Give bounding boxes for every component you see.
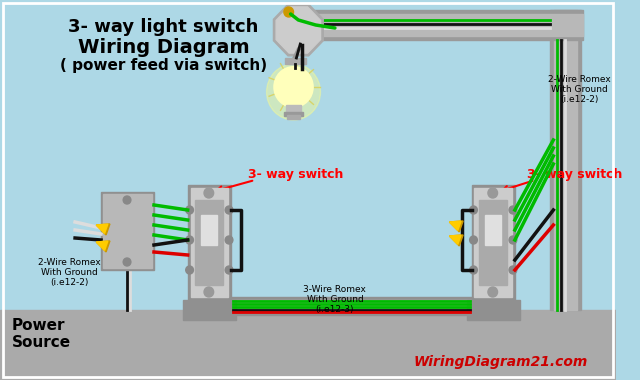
Bar: [0, 310, 616, 380]
Text: ( power feed via switch): ( power feed via switch): [60, 58, 267, 73]
Text: 2-Wire Romex: 2-Wire Romex: [548, 75, 611, 84]
Bar: [304, 10, 583, 40]
Circle shape: [470, 206, 477, 214]
Circle shape: [204, 188, 214, 198]
Circle shape: [488, 188, 497, 198]
Circle shape: [186, 206, 193, 214]
Circle shape: [509, 266, 516, 274]
Circle shape: [186, 236, 193, 244]
Bar: [101, 192, 154, 270]
Polygon shape: [449, 221, 463, 232]
Bar: [201, 215, 218, 245]
Bar: [195, 200, 223, 285]
Text: Power
Source: Power Source: [12, 318, 70, 350]
Text: WiringDiagram21.com: WiringDiagram21.com: [414, 355, 588, 369]
Bar: [304, 14, 583, 36]
Bar: [286, 105, 301, 113]
Circle shape: [225, 236, 233, 244]
Circle shape: [509, 206, 516, 214]
Bar: [550, 10, 581, 310]
Bar: [474, 188, 512, 297]
Bar: [467, 300, 520, 320]
Text: 3- way switch: 3- way switch: [527, 168, 623, 181]
Polygon shape: [96, 241, 108, 250]
Polygon shape: [449, 235, 461, 244]
Circle shape: [284, 7, 294, 17]
Bar: [479, 200, 507, 285]
Circle shape: [470, 266, 477, 274]
Text: With Ground: With Ground: [41, 268, 98, 277]
Text: 3- way switch: 3- way switch: [248, 168, 344, 181]
Text: With Ground: With Ground: [307, 295, 364, 304]
Bar: [472, 185, 515, 300]
Bar: [284, 112, 303, 116]
Polygon shape: [273, 4, 323, 56]
Circle shape: [275, 67, 313, 107]
Bar: [287, 115, 300, 119]
Bar: [554, 10, 577, 310]
Bar: [231, 297, 472, 315]
Text: (i.e12-3): (i.e12-3): [316, 305, 354, 314]
Text: 2-Wire Romex: 2-Wire Romex: [38, 258, 100, 267]
Circle shape: [488, 287, 497, 297]
Polygon shape: [449, 221, 461, 230]
Circle shape: [123, 258, 131, 266]
Circle shape: [470, 236, 477, 244]
Circle shape: [267, 64, 321, 120]
Polygon shape: [96, 241, 110, 252]
Polygon shape: [449, 235, 463, 246]
Bar: [103, 194, 152, 268]
Circle shape: [186, 266, 193, 274]
Text: (i.e12-2): (i.e12-2): [560, 95, 598, 104]
Bar: [188, 185, 231, 300]
Text: Wiring Diagram: Wiring Diagram: [78, 38, 250, 57]
Text: With Ground: With Ground: [551, 85, 608, 94]
Polygon shape: [276, 7, 321, 53]
Circle shape: [204, 287, 214, 297]
Circle shape: [225, 266, 233, 274]
Circle shape: [123, 196, 131, 204]
Text: 3- way light switch: 3- way light switch: [68, 18, 259, 36]
Circle shape: [509, 236, 516, 244]
Bar: [183, 300, 236, 320]
Bar: [231, 300, 472, 312]
Bar: [285, 58, 306, 64]
Text: (i.e12-2): (i.e12-2): [50, 278, 88, 287]
Bar: [485, 215, 501, 245]
Circle shape: [225, 206, 233, 214]
Text: 3-Wire Romex: 3-Wire Romex: [303, 285, 366, 294]
Bar: [191, 188, 228, 297]
Polygon shape: [96, 224, 110, 235]
Polygon shape: [96, 224, 108, 233]
